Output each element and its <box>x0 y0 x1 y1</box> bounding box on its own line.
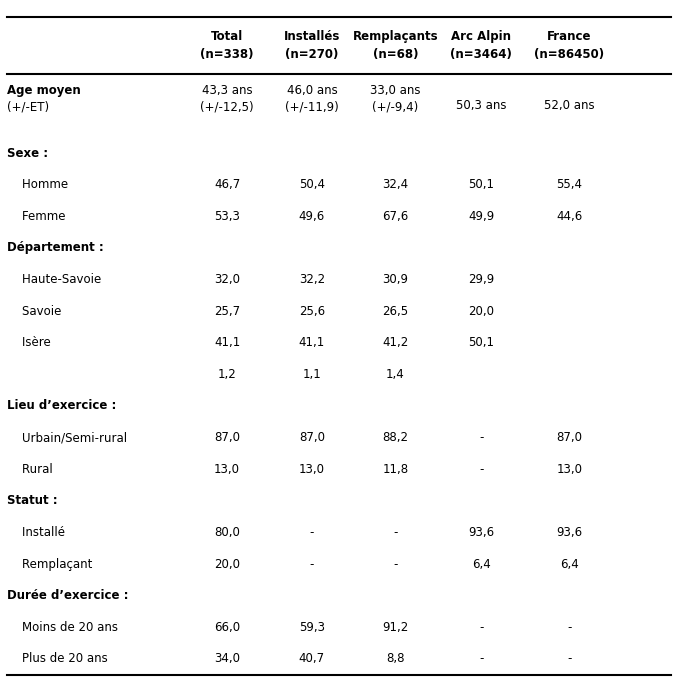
Text: 80,0: 80,0 <box>214 526 240 539</box>
Text: 32,4: 32,4 <box>382 178 408 191</box>
Text: 25,7: 25,7 <box>214 305 240 318</box>
Text: -: - <box>479 652 483 665</box>
Text: 87,0: 87,0 <box>557 431 582 444</box>
Text: (n=270): (n=270) <box>285 48 338 61</box>
Text: 1,1: 1,1 <box>302 368 321 381</box>
Text: -: - <box>393 558 397 571</box>
Text: 6,4: 6,4 <box>560 558 579 571</box>
Text: 13,0: 13,0 <box>557 463 582 475</box>
Text: 87,0: 87,0 <box>214 431 240 444</box>
Text: 13,0: 13,0 <box>214 463 240 475</box>
Text: Sexe :: Sexe : <box>7 147 48 160</box>
Text: 13,0: 13,0 <box>299 463 325 475</box>
Text: 50,4: 50,4 <box>299 178 325 191</box>
Text: Remplaçants: Remplaçants <box>353 30 438 43</box>
Text: 50,3 ans: 50,3 ans <box>456 99 506 112</box>
Text: 8,8: 8,8 <box>386 652 405 665</box>
Text: -: - <box>479 621 483 634</box>
Text: 50,1: 50,1 <box>468 178 494 191</box>
Text: Département :: Département : <box>7 241 104 254</box>
Text: 6,4: 6,4 <box>472 558 491 571</box>
Text: 88,2: 88,2 <box>382 431 408 444</box>
Text: (+/-12,5): (+/-12,5) <box>200 101 254 114</box>
Text: 87,0: 87,0 <box>299 431 325 444</box>
Text: Femme: Femme <box>7 210 65 223</box>
Text: 26,5: 26,5 <box>382 305 408 318</box>
Text: 59,3: 59,3 <box>299 621 325 634</box>
Text: 32,2: 32,2 <box>299 273 325 286</box>
Text: 93,6: 93,6 <box>557 526 582 539</box>
Text: Plus de 20 ans: Plus de 20 ans <box>7 652 108 665</box>
Text: 11,8: 11,8 <box>382 463 408 475</box>
Text: Lieu d’exercice :: Lieu d’exercice : <box>7 399 116 412</box>
Text: 49,9: 49,9 <box>468 210 494 223</box>
Text: -: - <box>310 526 314 539</box>
Text: 46,0 ans: 46,0 ans <box>287 84 337 97</box>
Text: Installé: Installé <box>7 526 65 539</box>
Text: (+/-ET): (+/-ET) <box>7 101 49 114</box>
Text: (+/-9,4): (+/-9,4) <box>372 101 418 114</box>
Text: Savoie: Savoie <box>7 305 61 318</box>
Text: -: - <box>479 431 483 444</box>
Text: Homme: Homme <box>7 178 68 191</box>
Text: 41,1: 41,1 <box>299 336 325 349</box>
Text: 34,0: 34,0 <box>214 652 240 665</box>
Text: Moins de 20 ans: Moins de 20 ans <box>7 621 118 634</box>
Text: Rural: Rural <box>7 463 52 475</box>
Text: (n=68): (n=68) <box>372 48 418 61</box>
Text: Remplaçant: Remplaçant <box>7 558 92 571</box>
Text: 44,6: 44,6 <box>557 210 582 223</box>
Text: Arc Alpin: Arc Alpin <box>452 30 511 43</box>
Text: 32,0: 32,0 <box>214 273 240 286</box>
Text: 93,6: 93,6 <box>468 526 494 539</box>
Text: Haute-Savoie: Haute-Savoie <box>7 273 101 286</box>
Text: 1,4: 1,4 <box>386 368 405 381</box>
Text: 33,0 ans: 33,0 ans <box>370 84 420 97</box>
Text: 50,1: 50,1 <box>468 336 494 349</box>
Text: 52,0 ans: 52,0 ans <box>544 99 595 112</box>
Text: -: - <box>479 463 483 475</box>
Text: 91,2: 91,2 <box>382 621 408 634</box>
Text: Installés: Installés <box>283 30 340 43</box>
Text: (n=86450): (n=86450) <box>534 48 605 61</box>
Text: Age moyen: Age moyen <box>7 84 81 97</box>
Text: Urbain/Semi-rural: Urbain/Semi-rural <box>7 431 127 444</box>
Text: Statut :: Statut : <box>7 495 58 508</box>
Text: 41,2: 41,2 <box>382 336 408 349</box>
Text: 66,0: 66,0 <box>214 621 240 634</box>
Text: 55,4: 55,4 <box>557 178 582 191</box>
Text: 30,9: 30,9 <box>382 273 408 286</box>
Text: 40,7: 40,7 <box>299 652 325 665</box>
Text: Isère: Isère <box>7 336 51 349</box>
Text: 67,6: 67,6 <box>382 210 408 223</box>
Text: (n=3464): (n=3464) <box>450 48 513 61</box>
Text: 41,1: 41,1 <box>214 336 240 349</box>
Text: Total: Total <box>211 30 243 43</box>
Text: -: - <box>567 621 572 634</box>
Text: 43,3 ans: 43,3 ans <box>202 84 252 97</box>
Text: -: - <box>310 558 314 571</box>
Text: -: - <box>567 652 572 665</box>
Text: Durée d’exercice :: Durée d’exercice : <box>7 589 128 602</box>
Text: 1,2: 1,2 <box>218 368 237 381</box>
Text: -: - <box>393 526 397 539</box>
Text: 20,0: 20,0 <box>468 305 494 318</box>
Text: (+/-11,9): (+/-11,9) <box>285 101 339 114</box>
Text: 25,6: 25,6 <box>299 305 325 318</box>
Text: 46,7: 46,7 <box>214 178 240 191</box>
Text: 29,9: 29,9 <box>468 273 494 286</box>
Text: (n=338): (n=338) <box>201 48 254 61</box>
Text: 53,3: 53,3 <box>214 210 240 223</box>
Text: France: France <box>547 30 592 43</box>
Text: 49,6: 49,6 <box>299 210 325 223</box>
Text: 20,0: 20,0 <box>214 558 240 571</box>
